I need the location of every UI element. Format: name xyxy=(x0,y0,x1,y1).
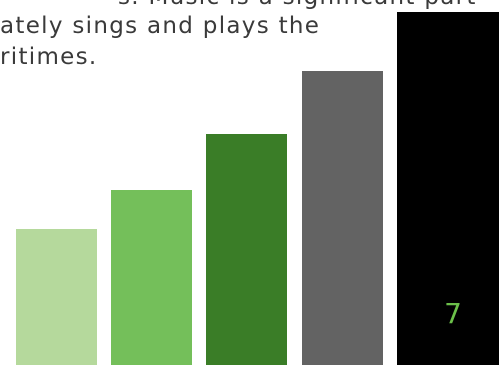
paragraph-line-1: ately sings and plays the xyxy=(0,13,321,39)
decorative-bar-green xyxy=(111,190,192,365)
paragraph-line-partial: s. Music is a significant part xyxy=(118,0,477,11)
decorative-bar-gray xyxy=(302,71,383,365)
decorative-bar-dark-green xyxy=(206,134,287,365)
paragraph-line-2: ritimes. xyxy=(0,44,98,70)
decorative-bar-light-green xyxy=(16,229,97,365)
page-number: 7 xyxy=(444,297,462,330)
